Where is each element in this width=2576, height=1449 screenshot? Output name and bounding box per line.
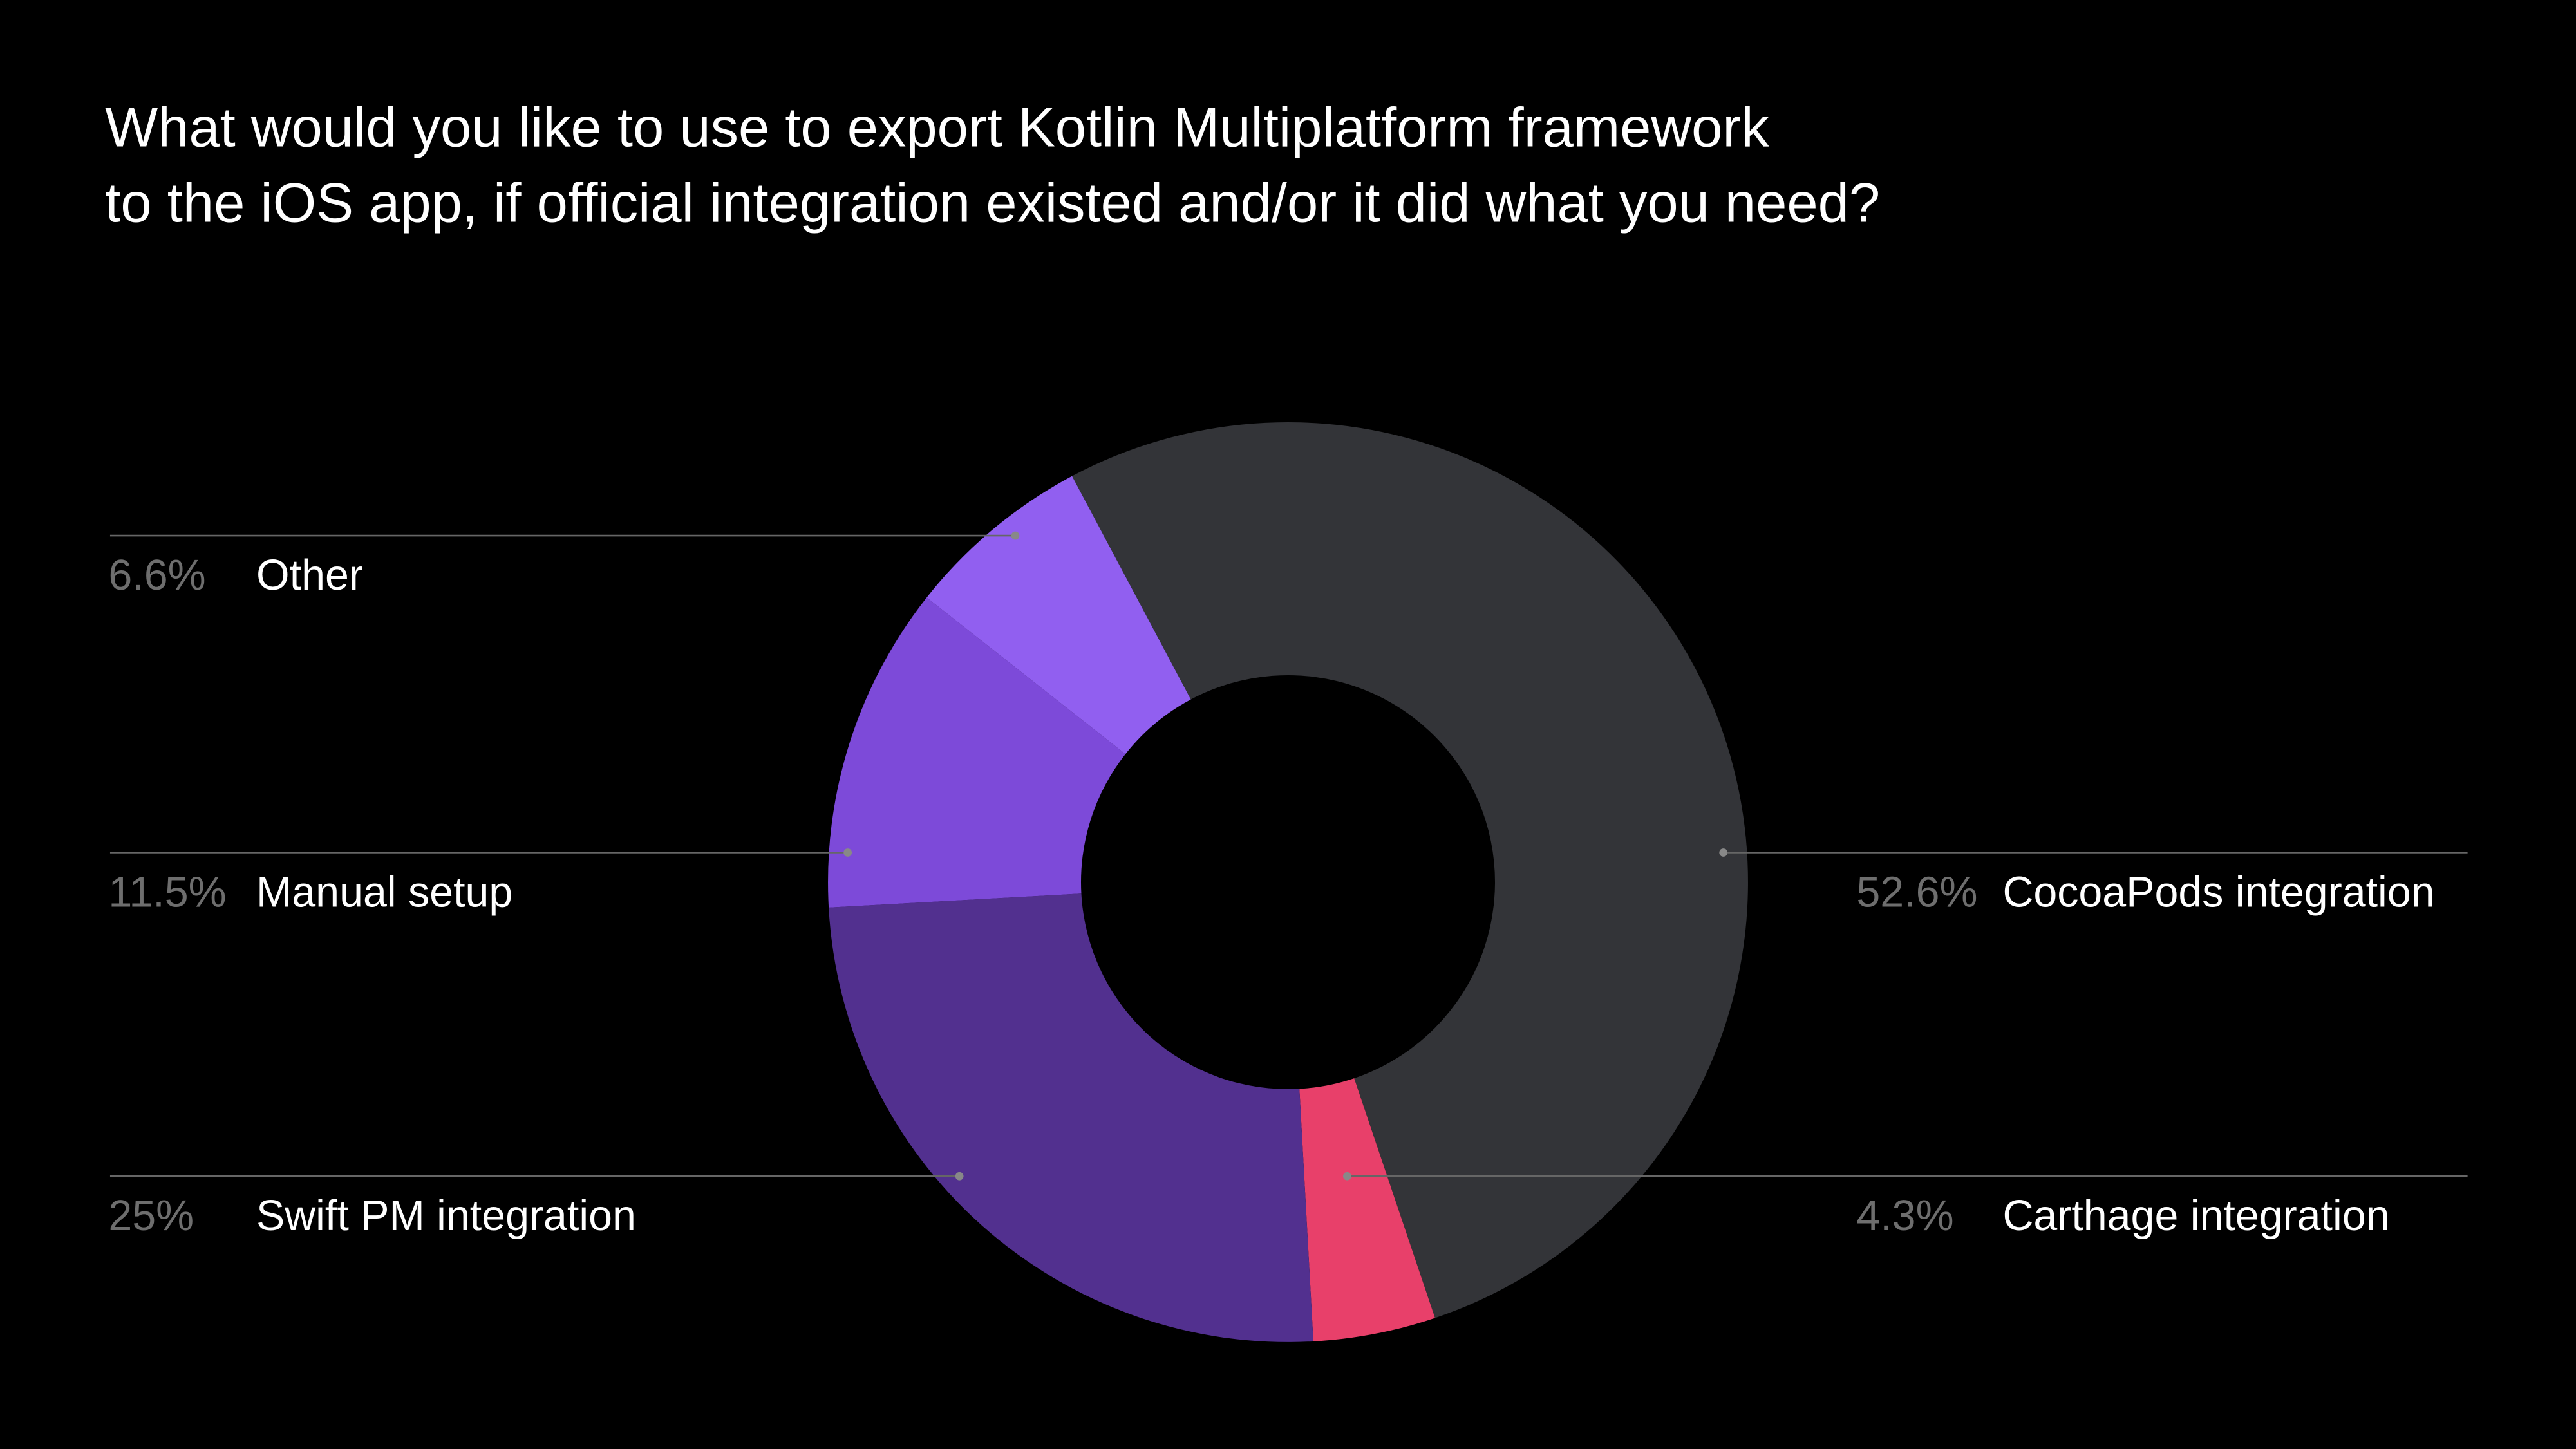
donut-slice [1072, 422, 1748, 1318]
category-label: Carthage integration [2002, 1192, 2389, 1240]
category-label: CocoaPods integration [2002, 868, 2434, 916]
leader-dot [955, 1172, 964, 1181]
donut-slice [926, 476, 1191, 754]
leader-dot [1011, 531, 1020, 540]
value-label: 25% [108, 1192, 194, 1240]
category-label: Other [256, 552, 363, 599]
chart-title: to the iOS app, if official integration … [105, 172, 1880, 234]
leader-dot [1342, 1172, 1351, 1181]
category-label: Swift PM integration [256, 1192, 636, 1240]
value-label: 52.6% [1856, 868, 1977, 916]
category-label: Manual setup [256, 868, 512, 916]
donut-slice [1299, 1078, 1435, 1341]
chart-title: What would you like to use to export Kot… [105, 96, 1769, 158]
value-label: 11.5% [108, 868, 226, 916]
value-label: 6.6% [108, 552, 205, 599]
donut-slice [829, 893, 1313, 1342]
leader-dot [843, 848, 852, 857]
donut-slice [828, 597, 1125, 908]
leader-dot [1719, 848, 1728, 857]
value-label: 4.3% [1856, 1192, 1953, 1240]
